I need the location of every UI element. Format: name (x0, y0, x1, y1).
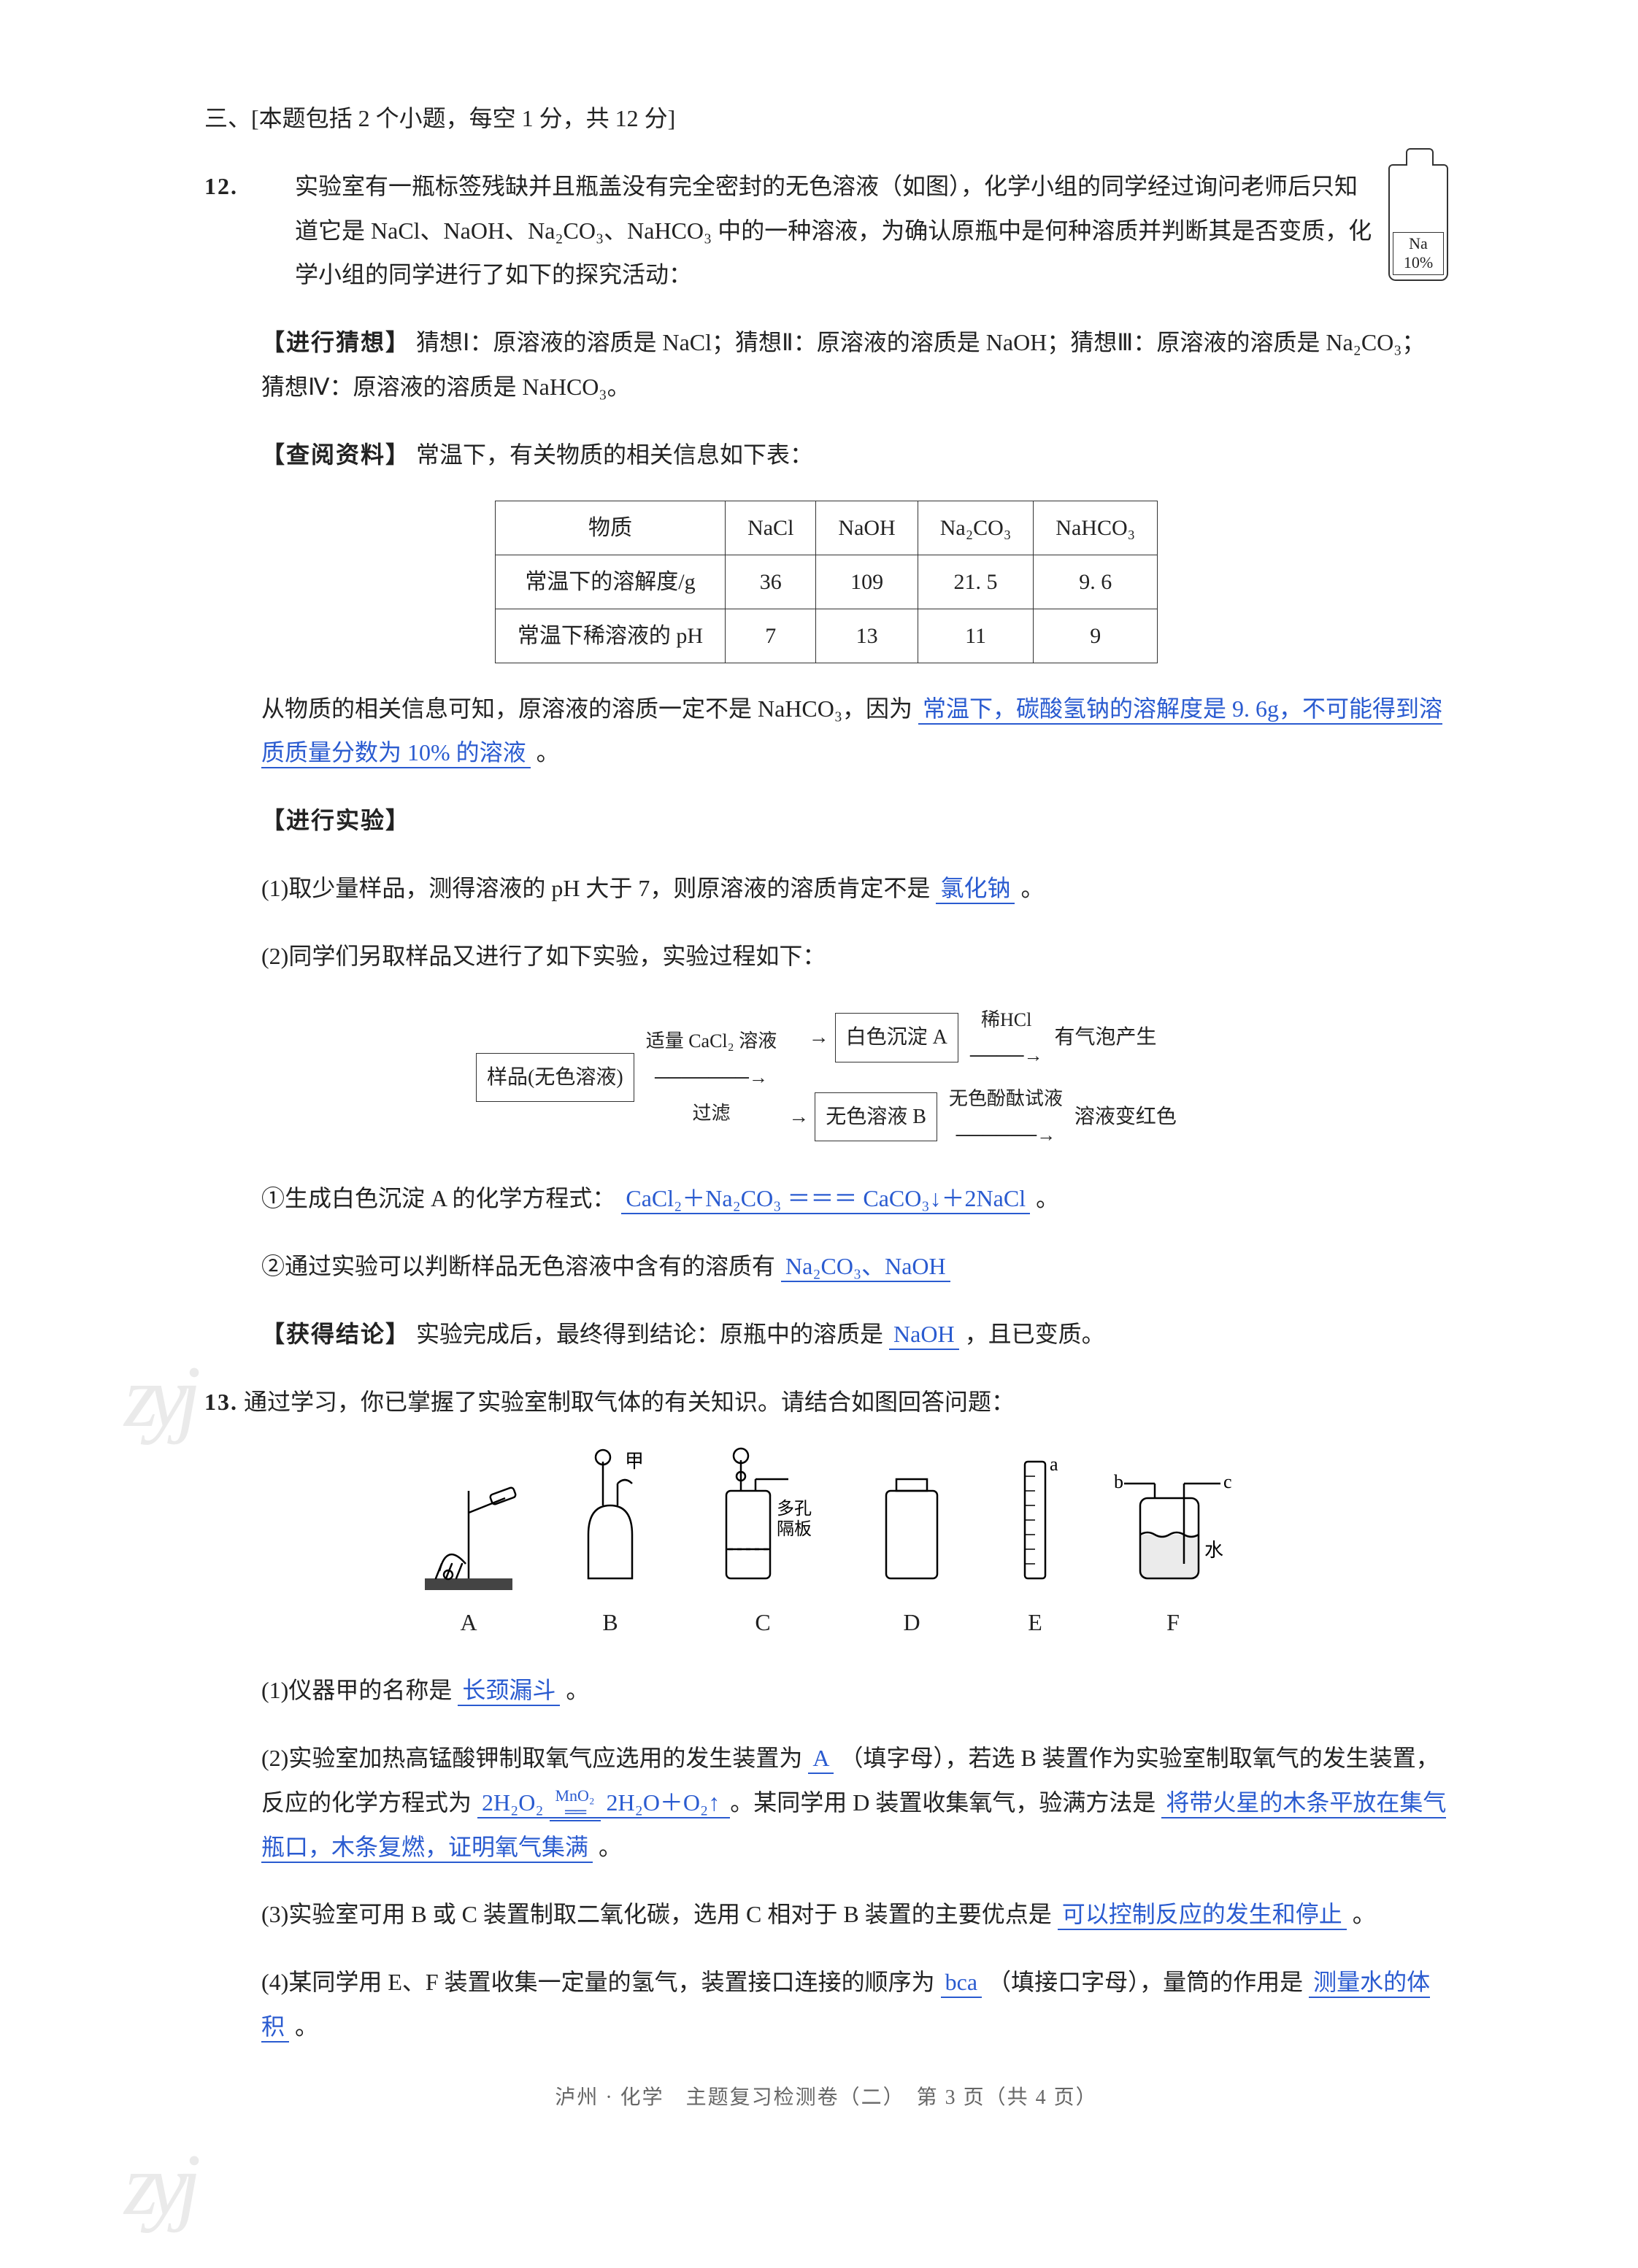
apparatus-b: 甲 B (559, 1447, 661, 1645)
flow-product-b: 无色溶液 B (815, 1092, 937, 1141)
q12-concl-answer: NaOH (889, 1321, 959, 1350)
conclusion-label: 【获得结论】 (261, 1321, 410, 1347)
label-duokong-1: 多孔 (777, 1499, 812, 1519)
flow-result-b: 溶液变红色 (1074, 1098, 1177, 1136)
after-table-text: 从物质的相关信息可知，原溶液的溶质一定不是 NaHCO₃，因为 (261, 695, 912, 722)
research-label: 【查阅资料】 (261, 441, 410, 468)
q12-eq1-answer: CaCl₂＋Na₂CO₃ ＝＝＝ CaCO₃↓＋2NaCl (621, 1185, 1030, 1214)
experiment-flow-diagram: 样品(无色溶液) 适量 CaCl₂ 溶液 ───────→ 过滤 →白色沉淀 A… (204, 1002, 1448, 1154)
q13-p4-a1: bca (941, 1969, 982, 1998)
apparatus-d: D (864, 1462, 959, 1645)
q12-p2: (2)同学们另取样品又进行了如下实验，实验过程如下： (204, 934, 1448, 979)
bottle-figure: Na10% (1388, 164, 1448, 281)
q12-eq2-pre: ②通过实验可以判断样品无色溶液中含有的溶质有 (261, 1253, 775, 1279)
q13-p4-pre: (4)某同学用 E、F 装置收集一定量的氢气，装置接口连接的顺序为 (261, 1969, 935, 1995)
q12-p1-pre: (1)取少量样品，测得溶液的 pH 大于 7，则原溶液的溶质肯定不是 (261, 875, 930, 901)
apparatus-f: b c 水 F (1111, 1462, 1235, 1645)
q12-intro: 实验室有一瓶标签残缺并且瓶盖没有完全密封的无色溶液（如图），化学小组的同学经过询… (295, 173, 1372, 288)
q13-p2-mid2: 。某同学用 D 装置收集氧气，验满方法是 (730, 1789, 1156, 1816)
flow-result-a: 有气泡产生 (1055, 1018, 1157, 1057)
q13-intro: 通过学习，你已掌握了实验室制取气体的有关知识。请结合如图回答问题： (244, 1389, 1015, 1415)
q13-p3-pre: (3)实验室可用 B 或 C 装置制取二氧化碳，选用 C 相对于 B 装置的主要… (261, 1901, 1052, 1927)
page-footer: 泸州 · 化学 主题复习检测卷（二） 第 3 页（共 4 页） (204, 2078, 1448, 2117)
q12-number: 12. (204, 164, 238, 209)
q12-p1-answer: 氯化钠 (936, 875, 1015, 904)
apparatus-b-svg: 甲 (559, 1447, 661, 1593)
q12-eq1-pre: ①生成白色沉淀 A 的化学方程式： (261, 1185, 615, 1211)
q13-number: 13. (204, 1389, 238, 1415)
q13-p3-answer: 可以控制反应的发生和停止 (1058, 1901, 1347, 1930)
apparatus-f-svg: b c 水 (1111, 1462, 1235, 1593)
apparatus-e-svg: a (999, 1447, 1072, 1593)
label-jia: 甲 (625, 1451, 644, 1472)
label-port-b: b (1114, 1471, 1123, 1492)
q13-p4-mid: （填接口字母），量筒的作用是 (988, 1969, 1303, 1995)
apparatus-e: a E (999, 1447, 1072, 1645)
q13-p1-answer: 长颈漏斗 (458, 1677, 560, 1706)
label-port-c: c (1223, 1471, 1232, 1492)
watermark-2: zyj (124, 2102, 191, 2268)
label-water: 水 (1204, 1540, 1223, 1561)
watermark-1: zyj (124, 1314, 191, 1480)
q13-p2-a2: 2H₂O₂ MnO₂══ 2H₂O＋O₂↑ (477, 1789, 730, 1818)
apparatus-d-svg (864, 1462, 959, 1593)
q13-p2-pre: (2)实验室加热高锰酸钾制取氧气应选用的发生装置为 (261, 1745, 802, 1771)
apparatus-c: 多孔 隔板 C (701, 1447, 825, 1645)
apparatus-c-svg: 多孔 隔板 (701, 1447, 825, 1593)
label-port-a: a (1050, 1454, 1058, 1475)
q13-p2-a1: A (808, 1745, 834, 1774)
q12-concl-pre: 实验完成后，最终得到结论：原瓶中的溶质是 (416, 1321, 883, 1347)
apparatus-a-svg (418, 1462, 520, 1593)
guess-label: 【进行猜想】 (261, 329, 410, 355)
label-duokong-2: 隔板 (777, 1519, 812, 1539)
q13-p1-pre: (1)仪器甲的名称是 (261, 1677, 452, 1703)
q12-eq2-answer: Na₂CO₃、NaOH (781, 1253, 950, 1282)
flow-product-a: 白色沉淀 A (835, 1013, 958, 1062)
apparatus-a: A (418, 1462, 520, 1645)
apparatus-row: A 甲 B (204, 1447, 1448, 1645)
flow-sample: 样品(无色溶液) (476, 1053, 634, 1102)
experiment-label: 【进行实验】 (204, 798, 1448, 843)
section-heading: 三、[本题包括 2 个小题，每空 1 分，共 12 分] (204, 96, 1448, 141)
solubility-table: 物质 NaCl NaOH Na₂CO₃ NaHCO₃ 常温下的溶解度/g 36 … (495, 501, 1158, 663)
q12-guess: 猜想Ⅰ：原溶液的溶质是 NaCl；猜想Ⅱ：原溶液的溶质是 NaOH；猜想Ⅲ：原溶… (261, 329, 1425, 400)
q12-research: 常温下，有关物质的相关信息如下表： (416, 441, 813, 468)
